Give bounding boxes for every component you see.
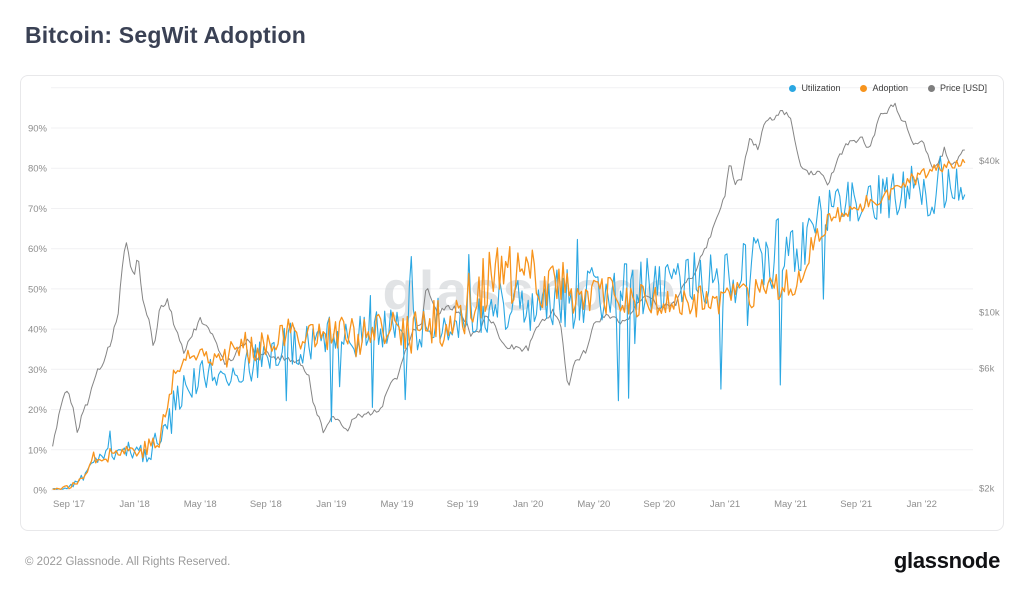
utilization-line: [52, 155, 966, 490]
x-axis-label: Jan '19: [316, 499, 346, 510]
y-axis-label-left-40: 40%: [28, 325, 48, 336]
y-axis-label-right-10k: $10k: [979, 308, 1000, 319]
x-axis-label: Sep '20: [643, 499, 675, 510]
x-axis-label: Jan '21: [710, 499, 740, 510]
x-axis-label: Jan '22: [907, 499, 937, 510]
adoption-line: [52, 158, 966, 491]
x-axis-label: May '19: [381, 499, 414, 510]
y-axis-label-left-30: 30%: [28, 365, 48, 376]
x-axis-label: Sep '18: [250, 499, 282, 510]
utilization-dot-icon: [789, 84, 797, 92]
legend-label-price: Price [USD]: [939, 83, 987, 93]
x-axis-label: May '21: [774, 499, 807, 510]
x-axis-label: Jan '20: [513, 499, 543, 510]
y-axis-label-left-80: 80%: [28, 164, 48, 175]
segwit-adoption-chart[interactable]: glassnode0%10%20%30%40%50%60%70%80%90%$2…: [21, 76, 1003, 530]
glassnode-logo[interactable]: glassnode: [893, 548, 1000, 573]
legend-item-price[interactable]: Price [USD]: [927, 83, 987, 93]
x-axis-label: Sep '19: [447, 499, 479, 510]
adoption-dot-icon: [860, 84, 868, 92]
y-axis-label-right-2k: $2k: [979, 484, 995, 495]
footer-copyright: © 2022 Glassnode. All Rights Reserved.: [25, 556, 231, 568]
y-axis-label-left-70: 70%: [28, 204, 48, 215]
x-axis-label: May '20: [577, 499, 610, 510]
x-axis-label: Sep '21: [840, 499, 872, 510]
legend-label-adoption: Adoption: [872, 83, 908, 93]
y-axis-label-right-6k: $6k: [979, 363, 995, 374]
y-axis-label-left-90: 90%: [28, 124, 48, 135]
y-axis-label-right-40k: $40k: [979, 156, 1000, 167]
y-axis-label-left-60: 60%: [28, 244, 48, 255]
legend-label-utilization: Utilization: [801, 83, 841, 93]
chart-legend: Utilization Adoption Price [USD]: [789, 83, 987, 93]
chart-panel: Utilization Adoption Price [USD] glassno…: [20, 75, 1004, 531]
y-axis-label-left-10: 10%: [28, 445, 48, 456]
x-axis-label: Sep '17: [53, 499, 85, 510]
page-title: Bitcoin: SegWit Adoption: [25, 22, 306, 48]
x-axis-label: May '18: [184, 499, 217, 510]
y-axis-label-left-0: 0%: [33, 486, 47, 497]
x-axis-label: Jan '18: [119, 499, 149, 510]
legend-item-utilization[interactable]: Utilization: [789, 83, 840, 93]
legend-item-adoption[interactable]: Adoption: [860, 83, 908, 93]
price-line: [52, 102, 965, 447]
price-dot-icon: [927, 84, 935, 92]
y-axis-label-left-50: 50%: [28, 284, 48, 295]
y-axis-label-left-20: 20%: [28, 405, 48, 416]
